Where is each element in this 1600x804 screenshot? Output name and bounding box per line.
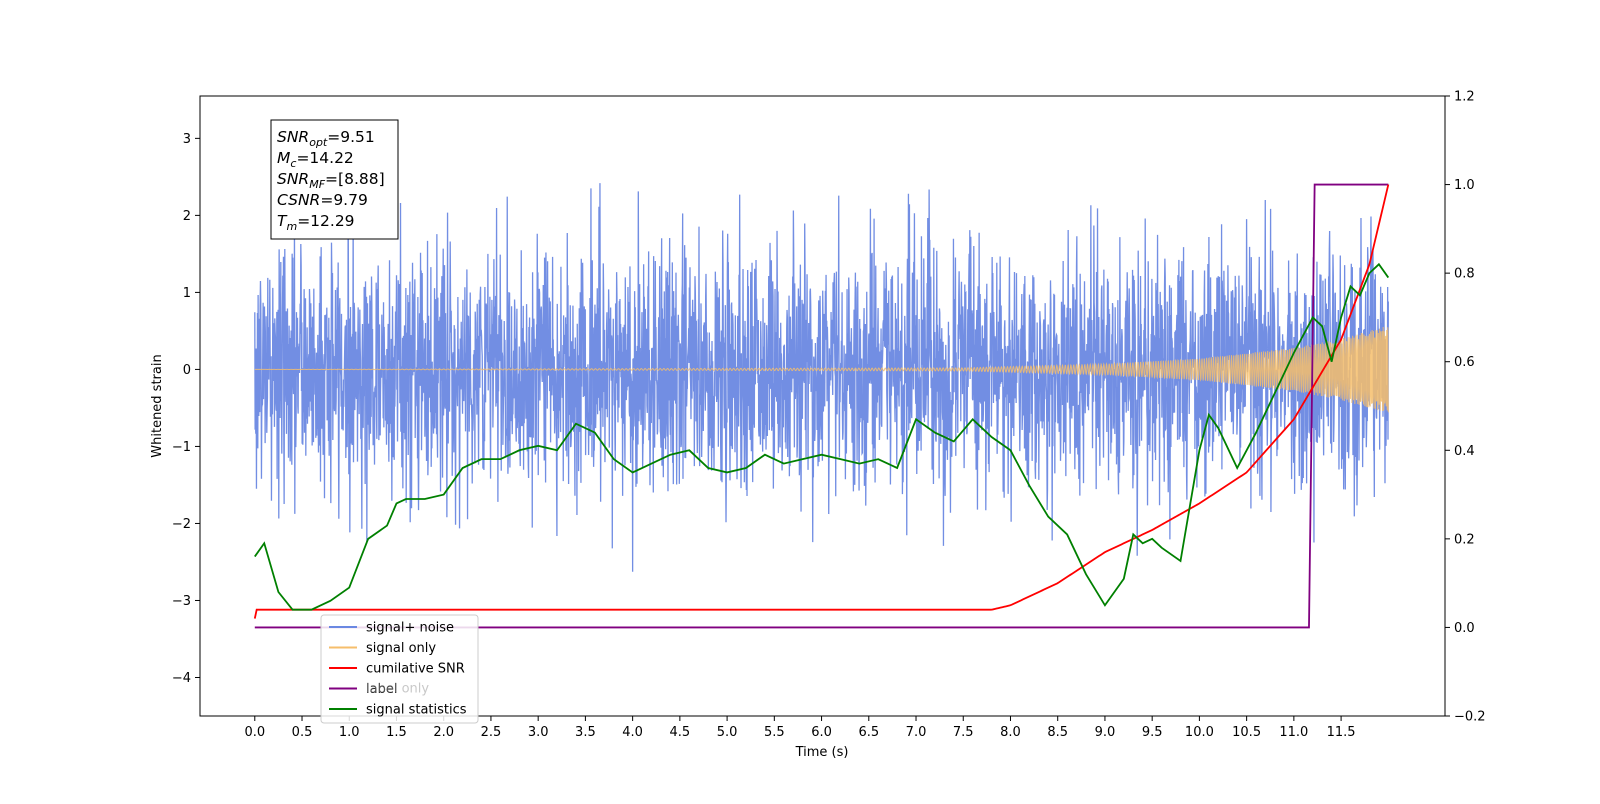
x-tick-label: 8.5 <box>1047 725 1068 740</box>
info-line: SNRopt=9.51 <box>277 128 375 149</box>
x-tick-label: 5.0 <box>717 725 738 740</box>
y-right-tick-label: −0.2 <box>1454 710 1486 725</box>
legend-label: signal+ noise <box>366 621 454 636</box>
x-tick-label: 2.0 <box>433 725 454 740</box>
info-line: Tm=12.29 <box>277 212 355 233</box>
y-right-tick-label: 1.2 <box>1454 90 1475 105</box>
legend-label: cumilative SNR <box>366 662 465 677</box>
y-right-tick-label: 0.6 <box>1454 355 1475 370</box>
info-box-frame <box>270 119 399 240</box>
y-left-tick-label: 1 <box>183 286 191 301</box>
x-tick-label: 5.5 <box>764 725 785 740</box>
x-tick-label: 10.0 <box>1185 725 1214 740</box>
y-left-tick-label: −1 <box>172 440 191 455</box>
x-tick-label: 6.0 <box>811 725 832 740</box>
x-tick-label: 1.0 <box>339 725 360 740</box>
series-label <box>254 183 1389 629</box>
x-tick-label: 3.0 <box>528 725 549 740</box>
x-tick-label: 9.5 <box>1142 725 1163 740</box>
plot-area <box>253 170 1390 629</box>
legend-label: signal only <box>366 641 436 656</box>
x-tick-label: 4.0 <box>622 725 643 740</box>
y-left-tick-label: 3 <box>183 132 191 147</box>
x-tick-label: 1.5 <box>386 725 407 740</box>
series-cumulative-snr <box>253 184 1390 619</box>
series-signal-statistics <box>254 262 1390 611</box>
x-tick-label: 6.5 <box>858 725 879 740</box>
axes: 0.0 0.5 1.0 1.5 2.0 2.5 3.0 3.5 4.0 4.5 5.0 5.5 6.0 6… <box>172 90 1486 741</box>
y-left-tick-label: 2 <box>183 209 191 224</box>
x-tick-label: 3.5 <box>575 725 596 740</box>
x-tick-label: 7.5 <box>953 725 974 740</box>
legend: signal+ noise signal only cumilative SNR la… <box>320 614 479 724</box>
x-tick-label: 11.5 <box>1327 725 1356 740</box>
y-left-tick-label: −4 <box>172 671 191 686</box>
y-right-tick-label: 0.8 <box>1454 267 1475 282</box>
legend-label: label <box>366 682 397 697</box>
info-line: CSNR=9.79 <box>277 191 368 209</box>
legend-label: signal statistics <box>366 703 467 718</box>
y-left-tick-label: −2 <box>172 517 191 532</box>
y-right-tick-label: 0.4 <box>1454 444 1475 459</box>
x-tick-label: 7.0 <box>906 725 927 740</box>
y-right-tick-label: 0.2 <box>1454 532 1475 547</box>
x-tick-label: 0.0 <box>244 725 265 740</box>
info-box: SNRopt=9.51Mc=14.22SNRMF=[8.88]CSNR=9.79… <box>270 119 399 240</box>
info-line: Mc=14.22 <box>277 149 354 170</box>
y-axis-label-left: Whitened strain <box>150 354 165 457</box>
x-tick-label: 0.5 <box>292 725 313 740</box>
x-tick-label: 4.5 <box>670 725 691 740</box>
x-tick-label: 9.0 <box>1095 725 1116 740</box>
y-left-tick-label: −3 <box>172 594 191 609</box>
y-right-tick-label: 0.0 <box>1454 621 1475 636</box>
x-axis-label: Time (s) <box>795 745 849 760</box>
info-line: SNRMF=[8.88] <box>277 170 385 191</box>
x-tick-label: 2.5 <box>481 725 502 740</box>
y-left-tick-label: 0 <box>183 363 191 378</box>
series-signal-only <box>254 326 1389 413</box>
x-tick-label: 10.5 <box>1232 725 1261 740</box>
y-right-tick-label: 1.0 <box>1454 178 1475 193</box>
legend-frame <box>320 614 479 724</box>
plot-frame <box>199 95 1446 717</box>
legend-label: label only <box>366 682 429 697</box>
x-tick-label: 8.0 <box>1000 725 1021 740</box>
x-tick-label: 11.0 <box>1279 725 1308 740</box>
